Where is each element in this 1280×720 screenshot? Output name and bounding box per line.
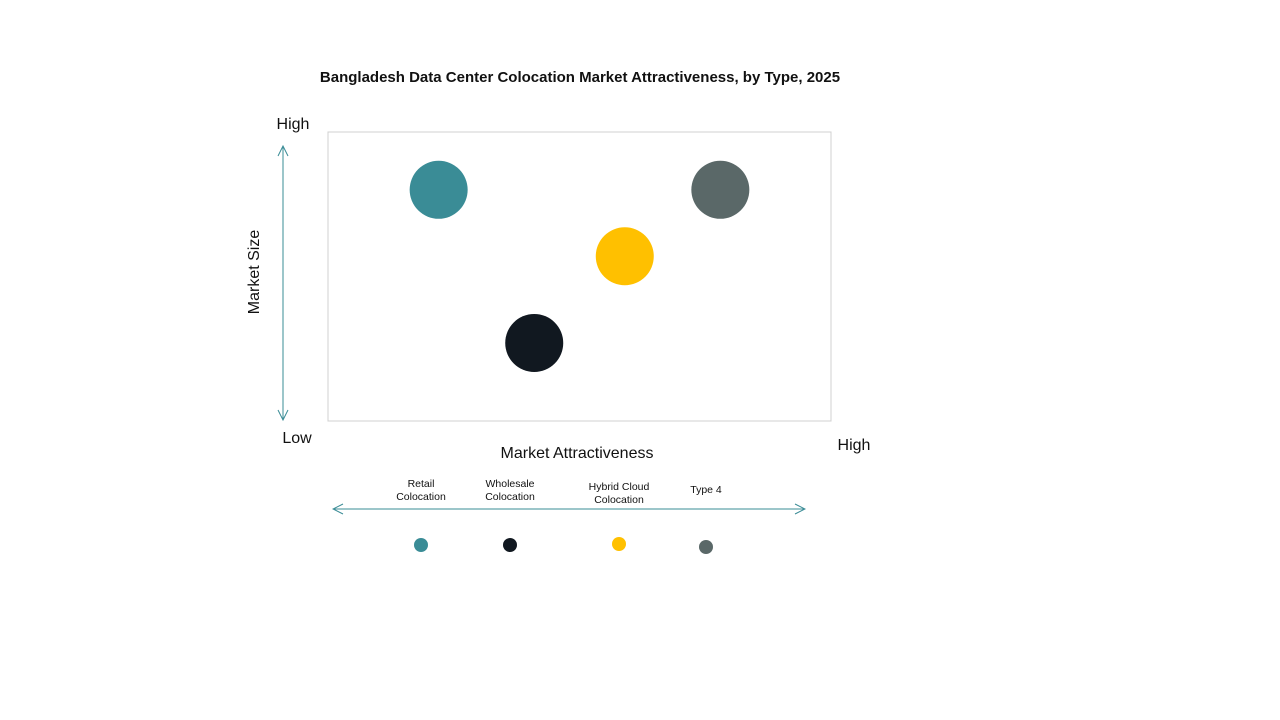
legend-marker	[503, 538, 517, 552]
x-high-label: High	[838, 437, 871, 454]
bubble	[409, 160, 468, 219]
x-axis-title: Market Attractiveness	[501, 445, 654, 462]
legend-label: Hybrid Cloud Colocation	[588, 481, 650, 506]
y-low-label: Low	[282, 430, 312, 447]
plot-area	[327, 131, 832, 422]
bubble	[691, 160, 750, 219]
legend-marker	[699, 540, 713, 554]
legend-marker	[612, 537, 626, 551]
legend-label: Retail Colocation	[396, 478, 446, 503]
legend-label: Type 4	[690, 484, 722, 496]
bubble	[505, 313, 564, 372]
y-axis-title: Market Size	[246, 230, 263, 315]
legend-marker	[414, 538, 428, 552]
y-high-label: High	[277, 116, 310, 133]
chart-title: Bangladesh Data Center Colocation Market…	[320, 69, 840, 86]
legend-label: Wholesale Colocation	[485, 478, 535, 503]
bubble	[595, 227, 654, 286]
